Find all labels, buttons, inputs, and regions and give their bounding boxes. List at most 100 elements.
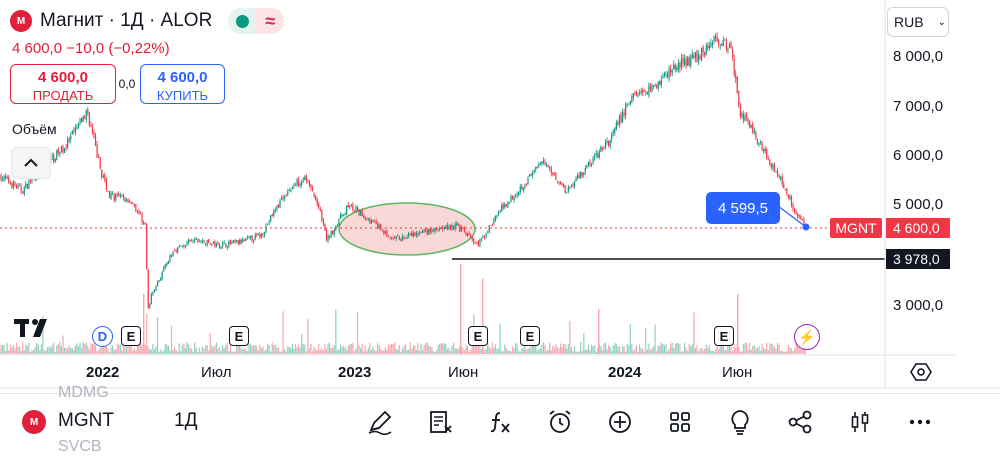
volume-bar xyxy=(228,351,230,354)
dividend-event-icon[interactable]: D xyxy=(92,326,113,347)
add-icon[interactable] xyxy=(604,406,636,438)
volume-bar xyxy=(73,349,75,354)
volume-bar xyxy=(316,350,318,354)
volume-bar xyxy=(618,346,621,354)
ghost-ticker-above: MDMG xyxy=(58,384,109,401)
volume-bar xyxy=(294,343,297,354)
candle-body xyxy=(632,92,634,98)
collapse-legend-button[interactable] xyxy=(11,147,51,179)
volume-bar xyxy=(654,324,656,354)
volume-bar xyxy=(781,350,783,354)
candle-body xyxy=(778,176,780,178)
candle-body xyxy=(242,239,244,243)
notes-icon[interactable] xyxy=(424,406,456,438)
candle-body xyxy=(474,242,476,243)
candle-body xyxy=(725,40,727,50)
volume-bar xyxy=(487,342,489,354)
status-pill[interactable]: ≈ xyxy=(228,8,285,34)
volume-bar xyxy=(232,351,235,354)
highlight-ellipse[interactable] xyxy=(338,202,476,256)
resolution-button[interactable]: 1Д xyxy=(174,410,198,431)
more-icon[interactable] xyxy=(904,406,936,438)
candle-body xyxy=(792,204,794,210)
volume-bar xyxy=(415,349,417,354)
candle-body xyxy=(200,240,202,243)
chart-settings-button[interactable] xyxy=(906,360,936,384)
candle-body xyxy=(211,243,213,245)
volume-bar xyxy=(156,317,159,354)
candle-body xyxy=(742,114,745,121)
earnings-event-icon[interactable]: E xyxy=(468,326,488,346)
chart-type-icon[interactable] xyxy=(844,406,876,438)
volume-bar xyxy=(400,351,402,354)
candle-body xyxy=(82,116,84,122)
tradingview-logo-icon[interactable] xyxy=(14,317,54,339)
volume-bar xyxy=(783,351,785,354)
candle-body xyxy=(12,181,14,189)
symbol-ticker[interactable]: MGNT xyxy=(58,410,114,431)
volume-bar xyxy=(671,342,673,354)
candle-body xyxy=(305,175,307,181)
price-callout[interactable]: 4 599,5 xyxy=(706,192,780,224)
candle-body xyxy=(761,141,763,151)
candle-body xyxy=(243,240,245,241)
candle-body xyxy=(214,241,216,247)
volume-bar xyxy=(231,351,233,354)
candle-body xyxy=(322,219,324,225)
volume-bar xyxy=(349,344,351,354)
volume-bar xyxy=(315,349,317,354)
volume-bar xyxy=(298,344,300,354)
candle-body xyxy=(307,180,309,182)
alert-icon[interactable] xyxy=(544,406,576,438)
share-icon[interactable] xyxy=(784,406,816,438)
volume-bar xyxy=(288,347,290,354)
candle-body xyxy=(304,176,306,180)
indicators-icon[interactable] xyxy=(484,406,516,438)
chart-title[interactable]: Магнит · 1Д · ALOR xyxy=(40,10,213,31)
candle-body xyxy=(71,131,73,135)
volume-bar xyxy=(344,347,346,354)
layouts-icon[interactable] xyxy=(664,406,696,438)
volume-bar xyxy=(474,346,476,354)
volume-bar xyxy=(719,345,721,354)
volume-bar xyxy=(707,347,709,354)
candle-body xyxy=(707,45,709,49)
news-bolt-icon[interactable]: ⚡ xyxy=(794,324,820,350)
candle-body xyxy=(184,246,187,247)
volume-bar xyxy=(76,343,78,354)
candle-body xyxy=(338,218,340,226)
earnings-event-icon[interactable]: E xyxy=(229,326,249,346)
volume-bar xyxy=(634,348,636,354)
volume-bar xyxy=(566,348,568,354)
volume-bar xyxy=(22,342,24,354)
candle-body xyxy=(485,233,487,237)
draw-icon[interactable] xyxy=(364,406,396,438)
volume-bar xyxy=(98,350,100,354)
candle-body xyxy=(580,172,582,178)
earnings-event-icon[interactable]: E xyxy=(714,326,734,346)
candle-body xyxy=(690,57,692,66)
currency-selector[interactable]: RUB ⌄ xyxy=(887,7,949,37)
volume-bar xyxy=(532,345,534,354)
volume-bar xyxy=(505,347,507,354)
volume-bar xyxy=(378,345,380,354)
buy-button[interactable]: 4 600,0 КУПИТЬ xyxy=(140,64,225,104)
ideas-icon[interactable] xyxy=(724,406,756,438)
volume-indicator-label[interactable]: Объём xyxy=(12,121,57,137)
volume-bar xyxy=(17,346,19,354)
volume-bar xyxy=(113,349,115,354)
earnings-event-icon[interactable]: E xyxy=(520,326,540,346)
volume-bar xyxy=(670,343,672,354)
candle-body xyxy=(113,194,115,201)
sell-button[interactable]: 4 600,0 ПРОДАТЬ xyxy=(10,64,116,104)
candle-body xyxy=(446,225,448,230)
candle-body xyxy=(671,69,673,75)
earnings-event-icon[interactable]: E xyxy=(121,326,141,346)
candle-body xyxy=(387,236,390,237)
symbol-logo-icon[interactable]: М xyxy=(22,410,46,434)
candle-body xyxy=(437,228,439,230)
candle-body xyxy=(590,164,593,166)
candle-body xyxy=(798,215,800,217)
volume-bar xyxy=(181,345,183,354)
